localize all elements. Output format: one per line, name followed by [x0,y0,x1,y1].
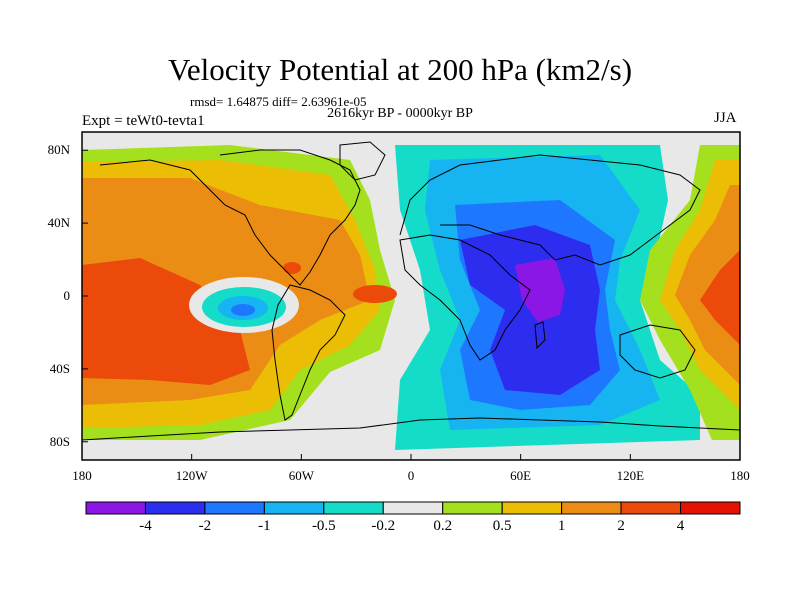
colorbar-swatch [442,501,503,515]
velocity-potential-field [82,132,740,460]
lat-tick-label: 40S [49,360,70,376]
colorbar-label: 1 [557,518,566,534]
colorbar-swatch [323,501,384,515]
colorbar-label: 0.2 [433,518,453,534]
lon-tick-label: 120W [175,468,208,483]
field-positive-2-caribbean [283,262,301,274]
colorbar-swatch [204,501,265,515]
coast-antarctica [82,417,740,441]
lat-tick-label: 40N [47,215,70,231]
colorbar-label: 4 [676,518,685,534]
colorbar-label: -0.2 [371,518,396,534]
field-positive-2 [82,258,250,385]
colorbar-swatch [382,501,444,515]
coast-africa [399,234,531,361]
field-negative-eastern-pacific-core [231,304,255,316]
colorbar-label: 0.5 [492,518,512,534]
colorbar [85,501,741,515]
lon-tick-label: 60E [510,468,532,483]
colorbar-swatch [501,501,563,515]
colorbar-swatch [85,501,146,515]
lon-tick-label: 120E [616,468,645,483]
lon-tick-marks [81,454,741,460]
colorbar-label: -1 [258,518,271,534]
map-title: Velocity Potential at 200 hPa (km2/s) [167,52,633,87]
colorbar-swatch [263,501,325,515]
colorbar-swatch [680,501,741,515]
colorbar-swatch [144,501,206,515]
coast-eurasia [399,154,701,266]
colorbar-label: -2 [198,518,212,534]
lat-tick-label: 80N [47,142,70,158]
stats-line: rmsd= 1.64875 diff= 2.63961e-05 [190,94,367,109]
coast-south-america [271,284,346,421]
colorbar-label: -4 [139,518,152,534]
field-positive-west-pacific-1 [675,185,740,385]
coast-greenland [339,141,386,181]
lat-tick-marks [82,149,88,443]
field-positive-west-pacific-2 [700,250,740,345]
lon-tick-label: 180 [730,468,750,483]
lon-tick-label: 60W [288,468,314,483]
lon-tick-label: 180 [72,468,92,483]
coastlines [82,141,740,441]
colorbar-swatch [620,501,682,515]
coast-australia [619,324,696,379]
coast-madagascar [534,321,546,350]
field-negative-4 [515,258,565,322]
lat-tick-label: 0 [63,288,71,303]
colorbar-label: 2 [617,518,625,534]
experiment-label: Expt = teWt0-tevta1 [82,113,205,129]
field-positive-2-atlantic [353,285,397,303]
coast-north-america [99,149,361,286]
colorbar-label: -0.5 [311,518,336,534]
lat-tick-label: 80S [49,433,70,449]
lon-tick-label: 0 [407,468,415,483]
season-label: JJA [714,110,737,126]
period-label: 2616kyr BP - 0000kyr BP [327,106,473,121]
colorbar-swatch [561,501,622,515]
